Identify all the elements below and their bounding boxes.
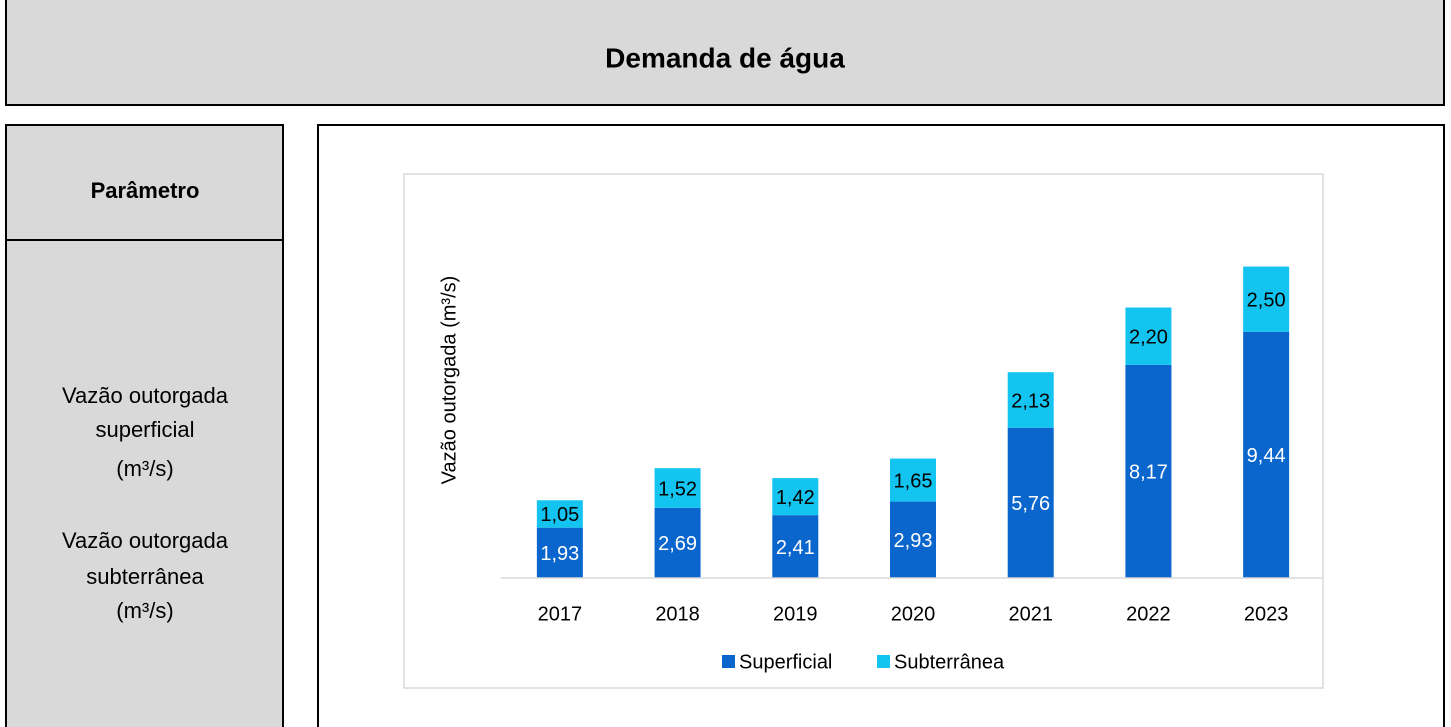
data-label: 1,52 xyxy=(658,478,697,500)
legend-swatch xyxy=(877,655,890,668)
bar-segment xyxy=(1243,331,1290,578)
data-label: 1,05 xyxy=(540,504,579,526)
data-label: 1,65 xyxy=(894,470,933,492)
data-label: 1,42 xyxy=(776,487,815,509)
header-title: Demanda de água xyxy=(605,42,845,73)
parameter-box xyxy=(5,124,284,727)
x-tick-label: 2017 xyxy=(538,603,583,625)
parameter-heading: Parâmetro xyxy=(91,178,200,203)
bar-segment xyxy=(772,515,819,578)
bar-segment xyxy=(890,458,936,502)
bar-segment xyxy=(890,501,936,578)
data-label: 2,93 xyxy=(894,530,933,552)
data-label: 2,50 xyxy=(1247,289,1286,311)
bar-segment xyxy=(536,500,583,528)
legend-swatch xyxy=(722,655,735,668)
data-label: 2,41 xyxy=(776,537,815,559)
header-box xyxy=(5,0,1445,106)
x-tick-label: 2018 xyxy=(655,603,700,625)
x-tick-label: 2022 xyxy=(1126,603,1171,625)
data-label: 9,44 xyxy=(1247,445,1286,467)
bar-segment xyxy=(654,507,701,578)
data-label: 8,17 xyxy=(1129,462,1168,484)
legend-label: Subterrânea xyxy=(894,651,1005,673)
bar-segment xyxy=(536,527,583,578)
x-tick-label: 2019 xyxy=(773,603,818,625)
bar-segment xyxy=(654,468,701,508)
parameter-line: (m³/s) xyxy=(116,598,173,623)
legend-label: Superficial xyxy=(739,651,832,673)
y-axis-label: Vazão outorgada (m³/s) xyxy=(438,276,460,485)
bar-segment xyxy=(1243,266,1290,332)
parameter-line: subterrânea xyxy=(86,564,204,589)
data-label: 2,69 xyxy=(658,533,697,555)
data-label: 5,76 xyxy=(1011,493,1050,515)
bar-segment xyxy=(772,478,819,516)
bar-segment xyxy=(1007,427,1054,578)
x-tick-label: 2020 xyxy=(891,603,936,625)
parameter-line: Vazão outorgada xyxy=(62,528,229,553)
parameter-line: Vazão outorgada xyxy=(62,383,229,408)
x-tick-label: 2023 xyxy=(1244,603,1289,625)
data-label: 2,13 xyxy=(1011,390,1050,412)
x-tick-label: 2021 xyxy=(1008,603,1053,625)
bar-segment xyxy=(1125,364,1172,578)
data-label: 2,20 xyxy=(1129,326,1168,348)
data-label: 1,93 xyxy=(540,543,579,565)
bar-segment xyxy=(1007,372,1054,428)
parameter-line: superficial xyxy=(95,417,194,442)
parameter-line: (m³/s) xyxy=(116,456,173,481)
bar-segment xyxy=(1125,307,1172,365)
